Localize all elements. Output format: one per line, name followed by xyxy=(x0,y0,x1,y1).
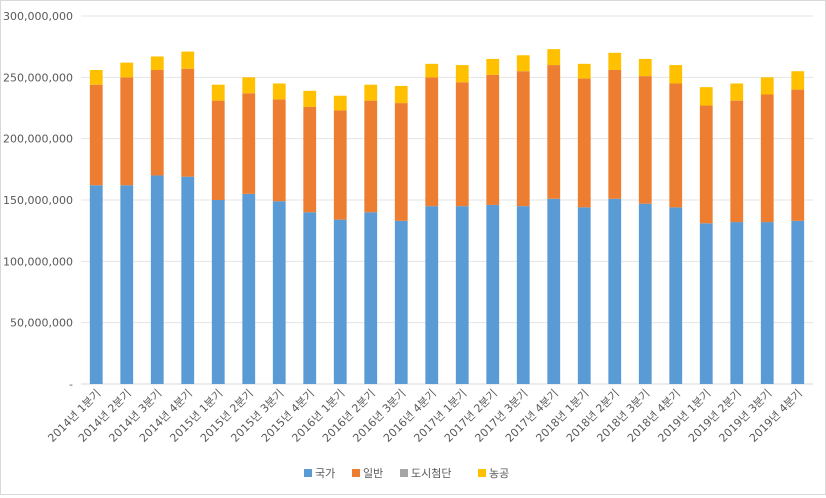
bar-segment-농공 xyxy=(272,83,286,100)
y-tick-label: 200,000,000 xyxy=(3,133,73,146)
bar-segment-농공 xyxy=(364,84,378,101)
bar-segment-일반 xyxy=(364,100,378,213)
bar-segment-일반 xyxy=(547,65,561,199)
bar-segment-국가 xyxy=(638,203,652,384)
bar-segment-일반 xyxy=(150,69,164,176)
bar-segment-일반 xyxy=(211,100,225,200)
bar-segment-일반 xyxy=(242,93,256,194)
bar-segment-국가 xyxy=(608,198,622,384)
bar-segment-국가 xyxy=(425,206,439,384)
bar-segment-국가 xyxy=(760,222,774,384)
bar-segment-일반 xyxy=(272,99,286,202)
bar-segment-국가 xyxy=(181,176,195,384)
bar-segment-국가 xyxy=(242,193,256,384)
bar-segment-국가 xyxy=(486,204,500,384)
y-tick-label: 150,000,000 xyxy=(3,194,73,207)
bar-segment-국가 xyxy=(516,206,530,384)
bar-segment-농공 xyxy=(760,77,774,95)
bar-segment-국가 xyxy=(333,219,347,384)
bar-segment-국가 xyxy=(455,206,469,384)
bar-segment-국가 xyxy=(364,212,378,384)
y-tick-label: - xyxy=(69,378,73,391)
bar-segment-농공 xyxy=(547,49,561,66)
bar-segment-농공 xyxy=(669,65,683,84)
legend-swatch-농공 xyxy=(478,469,486,477)
bar-segment-일반 xyxy=(120,77,134,186)
y-tick-label: 50,000,000 xyxy=(10,317,73,330)
bar-segment-농공 xyxy=(577,63,591,79)
bar-segment-일반 xyxy=(577,78,591,208)
bar-segment-농공 xyxy=(150,56,164,70)
bar-segment-국가 xyxy=(303,212,317,384)
bar-segment-일반 xyxy=(699,105,713,224)
bar-segment-농공 xyxy=(486,58,500,75)
bar-segment-농공 xyxy=(89,69,103,85)
bar-segment-농공 xyxy=(516,55,530,72)
bar-segment-일반 xyxy=(303,106,317,213)
bar-segment-농공 xyxy=(638,58,652,77)
bar-segment-일반 xyxy=(486,74,500,205)
bar-segment-일반 xyxy=(608,69,622,199)
bar-segment-국가 xyxy=(699,223,713,384)
bar-segment-일반 xyxy=(425,77,439,207)
bar-segment-일반 xyxy=(791,89,805,221)
bar-segment-농공 xyxy=(394,85,408,104)
bar-segment-국가 xyxy=(150,175,164,384)
bar-segment-국가 xyxy=(547,198,561,384)
legend-label: 농공 xyxy=(489,467,509,480)
bar-segment-국가 xyxy=(394,220,408,384)
bar-segment-일반 xyxy=(455,82,469,207)
bar-segment-농공 xyxy=(211,84,225,101)
bar-segment-국가 xyxy=(730,222,744,384)
legend-label: 일반 xyxy=(363,466,383,480)
bar-segment-일반 xyxy=(89,84,103,186)
bar-segment-농공 xyxy=(181,51,195,69)
y-tick-label: 100,000,000 xyxy=(3,255,73,268)
bar-segment-일반 xyxy=(669,83,683,208)
bar-segment-국가 xyxy=(120,185,134,384)
legend-label: 도시첨단 xyxy=(411,467,451,480)
bar-segment-농공 xyxy=(791,71,805,90)
bar-segment-국가 xyxy=(272,201,286,384)
bar-segment-일반 xyxy=(638,76,652,204)
bar-segment-농공 xyxy=(455,65,469,83)
y-tick-label: 300,000,000 xyxy=(3,10,73,23)
bar-segment-국가 xyxy=(89,185,103,384)
bar-segment-농공 xyxy=(699,87,713,106)
bar-segment-농공 xyxy=(608,52,622,70)
legend-swatch-일반 xyxy=(352,469,360,477)
bar-segment-일반 xyxy=(730,100,744,223)
bar-segment-일반 xyxy=(181,68,195,177)
legend: 국가 일반 도시첨단 농공 xyxy=(304,466,509,480)
bar-segment-일반 xyxy=(760,94,774,223)
bar-segment-일반 xyxy=(394,103,408,221)
y-axis-tick-labels: - 50,000,000 100,000,000 150,000,000 200,000… xyxy=(3,10,73,391)
bar-segment-국가 xyxy=(211,200,225,384)
bar-segment-농공 xyxy=(120,62,134,78)
bar-segment-농공 xyxy=(303,90,317,107)
legend-label: 국가 xyxy=(315,467,335,480)
legend-swatch-도시첨단 xyxy=(400,469,408,477)
bar-segment-농공 xyxy=(242,77,256,94)
bar-segment-일반 xyxy=(516,71,530,207)
y-tick-label: 250,000,000 xyxy=(3,71,73,84)
bar-segment-국가 xyxy=(791,220,805,384)
bar-segment-농공 xyxy=(425,63,439,78)
legend-swatch-국가 xyxy=(304,469,312,477)
bar-segment-국가 xyxy=(669,207,683,384)
bar-segment-국가 xyxy=(577,207,591,384)
gridlines xyxy=(81,15,813,385)
bars xyxy=(89,49,805,384)
bar-segment-일반 xyxy=(333,110,347,220)
bar-segment-농공 xyxy=(333,95,347,111)
bar-segment-농공 xyxy=(730,83,744,101)
